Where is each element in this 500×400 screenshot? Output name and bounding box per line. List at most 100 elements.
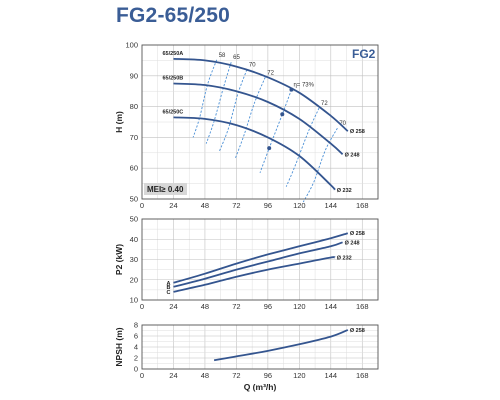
y-tick-label: 90 [130, 71, 138, 80]
mei-box [144, 183, 187, 195]
npsh-curves: Ø 258 [213, 328, 365, 362]
x-tick-label: 72 [232, 302, 240, 311]
head-axes: 0 24 48 72 96 120 144 168 50 60 70 80 90 100 H (m) [114, 41, 379, 210]
x-axis-label: Q (m³/h) [244, 382, 277, 392]
bep-point [289, 87, 294, 92]
series-line [213, 329, 349, 362]
y-tick-label: 40 [130, 235, 138, 244]
y-tick-label: 100 [125, 41, 138, 50]
x-tick-label: 24 [169, 201, 177, 210]
x-tick-label: 144 [325, 201, 338, 210]
diameter-label: Ø 232 [337, 188, 352, 194]
efficiency-curve [192, 59, 218, 138]
series-line [173, 82, 344, 155]
x-tick-label: 48 [201, 371, 209, 380]
x-tick-label: 72 [232, 371, 240, 380]
series-name-label: 65/250A [162, 51, 183, 57]
series-name-label: A [166, 281, 170, 287]
series-line [173, 256, 336, 293]
panel-label: FG2 [352, 47, 376, 61]
efficiency-label: 58 [219, 53, 226, 59]
plot-frame [141, 218, 379, 301]
chart-title: FG2-65/250 [116, 4, 231, 27]
y-tick-label: 20 [130, 275, 138, 284]
series-line [173, 58, 349, 132]
efficiency-curve [205, 62, 232, 144]
series-name-label: 65/250B [162, 76, 183, 82]
series-name-label: 65/250C [162, 109, 183, 115]
series-name-label: C [166, 290, 170, 296]
x-tick-label: 120 [293, 201, 306, 210]
power-axes: 0 24 48 72 96 120 144 168 10 20 30 40 50 P2 (kW) [114, 215, 379, 311]
x-tick-label: 0 [140, 302, 144, 311]
x-tick-label: 120 [293, 371, 306, 380]
y-tick-label: 30 [130, 255, 138, 264]
x-tick-label: 0 [140, 201, 144, 210]
diameter-label: Ø 232 [337, 255, 352, 261]
x-tick-label: 0 [140, 371, 144, 380]
x-tick-label: 24 [169, 371, 177, 380]
y-axis-label: P2 (kW) [114, 244, 124, 275]
x-tick-label: 48 [201, 302, 209, 311]
y-tick-label: 50 [130, 195, 138, 204]
plot-frame [141, 44, 379, 200]
series-line [173, 116, 336, 191]
y-tick-label: 8 [134, 321, 138, 330]
plot-frame [141, 324, 379, 370]
power-curves: Ø 258 A Ø 248 B Ø 232 C [166, 231, 364, 296]
y-tick-label: 60 [130, 164, 138, 173]
efficiency-curve [218, 69, 248, 152]
efficiency-label: η= 73% [293, 83, 314, 89]
diameter-label: Ø 258 [350, 231, 365, 237]
x-tick-label: 96 [264, 302, 272, 311]
power-chart-panel: Ø 258 A Ø 248 B Ø 232 C 0 24 48 72 96 120 144 168 10 2… [114, 215, 379, 311]
efficiency-curve [259, 89, 292, 173]
efficiency-label: 72 [321, 101, 328, 107]
y-axis-label: NPSH (m) [114, 327, 124, 366]
y-tick-label: 10 [130, 296, 138, 305]
efficiency-label: 72 [267, 70, 274, 76]
x-tick-label: 24 [169, 302, 177, 311]
efficiency-label: 70 [249, 63, 256, 69]
efficiency-curve [285, 107, 320, 187]
x-tick-label: 120 [293, 302, 306, 311]
x-tick-label: 72 [232, 201, 240, 210]
y-tick-label: 2 [134, 354, 138, 363]
efficiency-label: 70 [339, 121, 346, 127]
x-tick-label: 48 [201, 201, 209, 210]
efficiency-label: 65 [233, 55, 240, 61]
bep-point [280, 112, 285, 117]
y-tick-label: 50 [130, 215, 138, 224]
diameter-label: Ø 248 [345, 240, 360, 246]
y-tick-label: 6 [134, 332, 138, 341]
efficiency-curve [234, 77, 266, 160]
diameter-label: Ø 258 [350, 328, 365, 334]
y-axis-label: H (m) [114, 111, 124, 133]
diameter-label: Ø 248 [345, 152, 360, 158]
x-tick-label: 96 [264, 201, 272, 210]
x-tick-label: 144 [325, 302, 338, 311]
x-tick-label: 168 [356, 371, 369, 380]
mei-label: MEI≥ 0.40 [147, 185, 184, 194]
y-tick-label: 4 [134, 343, 138, 352]
x-tick-label: 168 [356, 302, 369, 311]
y-tick-label: 70 [130, 133, 138, 142]
x-tick-label: 144 [325, 371, 338, 380]
series-line [173, 232, 349, 284]
efficiency-curve [302, 127, 338, 203]
efficiency-curves: 58 65 70 72 η= 73% 72 70 [192, 53, 347, 203]
head-chart-panel: 58 65 70 72 η= 73% 72 70 Ø 258 65/250A Ø 248 65/2… [114, 41, 379, 210]
bep-point [267, 146, 272, 151]
y-tick-label: 80 [130, 102, 138, 111]
diameter-label: Ø 258 [350, 129, 365, 135]
head-curves: Ø 258 65/250A Ø 248 65/250B Ø 232 65/250C [162, 51, 364, 194]
series-name-label: B [166, 285, 170, 291]
y-tick-label: 0 [134, 365, 138, 374]
series-line [173, 241, 343, 288]
x-tick-label: 168 [356, 201, 369, 210]
x-tick-label: 96 [264, 371, 272, 380]
